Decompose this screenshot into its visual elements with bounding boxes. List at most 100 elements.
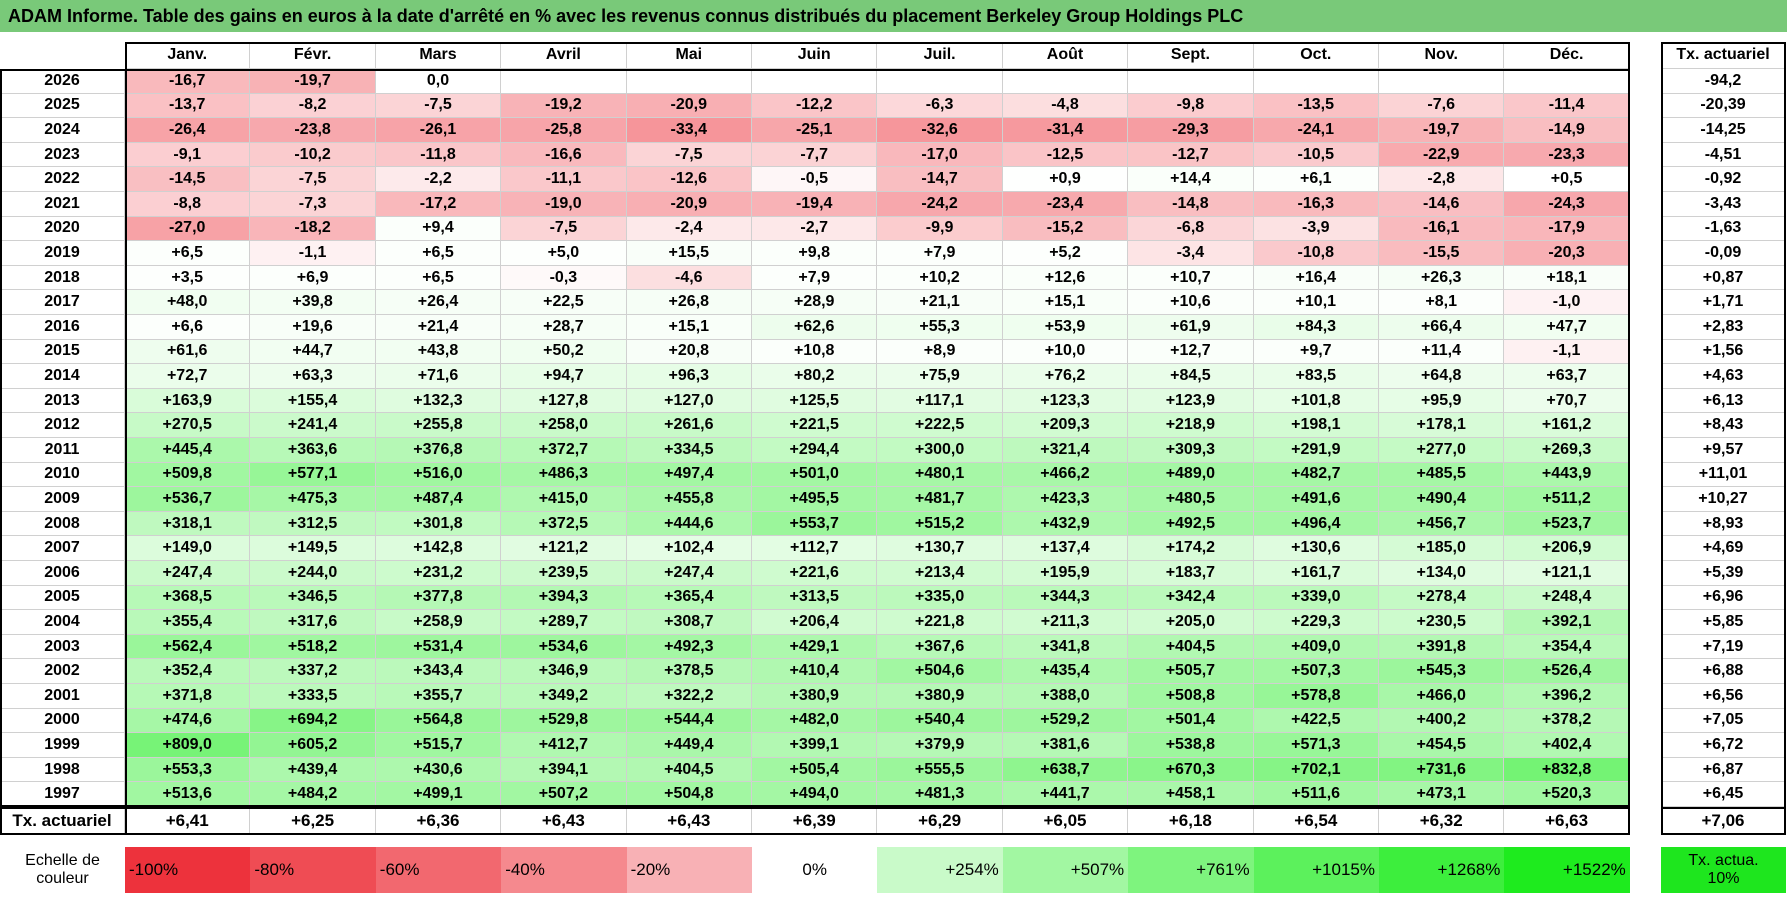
column-header: Avril [501, 42, 627, 69]
gain-cell: -2,8 [1379, 167, 1505, 192]
legend-label: Echelle de couleur [25, 852, 100, 887]
footer-cell: +6,41 [125, 807, 251, 835]
gain-cell: +301,8 [375, 511, 502, 537]
gain-cell: +300,0 [877, 438, 1003, 463]
gain-cell: +333,5 [250, 684, 376, 709]
gain-cell: +423,3 [1002, 487, 1129, 512]
total-cell: +7,19 [1661, 634, 1786, 660]
gain-cell: +26,8 [626, 290, 752, 315]
gain-cell: -1,0 [1504, 290, 1630, 315]
gain-cell: +258,9 [375, 610, 502, 635]
gain-cell: +66,4 [1379, 315, 1505, 340]
gain-cell: +127,0 [626, 388, 752, 414]
gain-cell: +487,4 [375, 487, 502, 512]
gain-cell: +8,9 [877, 339, 1003, 365]
row-year: 2015 [0, 339, 125, 365]
gain-cell: +355,7 [375, 684, 502, 709]
gain-cell: +515,7 [375, 733, 502, 758]
gain-cell: -7,5 [375, 93, 502, 119]
gain-cell: +20,8 [626, 339, 752, 365]
gain-cell: +44,7 [250, 339, 376, 365]
gain-cell: +174,2 [1128, 536, 1254, 561]
legend-item: -80% [250, 847, 376, 893]
row-year: 2008 [0, 511, 125, 537]
gain-cell: +337,2 [250, 659, 376, 684]
gain-cell: +429,1 [752, 634, 878, 660]
gain-cell: +394,1 [501, 757, 627, 783]
total-cell: +0,87 [1661, 265, 1786, 291]
gain-cell: +404,5 [626, 757, 752, 783]
row-year: 2006 [0, 561, 125, 586]
gain-cell [501, 69, 627, 94]
gain-cell: +571,3 [1253, 733, 1379, 758]
gain-cell: -12,2 [752, 93, 878, 119]
gain-cell: +269,3 [1504, 438, 1630, 463]
column-header: Mars [375, 42, 502, 69]
gain-cell: +64,8 [1379, 364, 1505, 389]
gain-cell: +142,8 [375, 536, 502, 561]
gain-cell: +270,5 [125, 413, 251, 438]
gain-cell: +349,2 [501, 684, 627, 709]
gain-cell: +439,4 [250, 757, 376, 783]
gain-cell: +368,5 [125, 585, 251, 611]
gain-cell: +545,3 [1379, 659, 1505, 684]
gain-cell: -7,5 [626, 142, 752, 168]
total-cell: +4,69 [1661, 536, 1786, 561]
gain-cell: +12,6 [1002, 265, 1129, 291]
gain-cell: -19,2 [501, 93, 627, 119]
gain-cell: +39,8 [250, 290, 376, 315]
gain-cell: -23,8 [250, 118, 376, 143]
gain-cell: +0,9 [1002, 167, 1129, 192]
total-cell: -94,2 [1661, 69, 1786, 94]
gain-cell: +125,5 [752, 388, 878, 414]
legend-item: -20% [626, 847, 752, 893]
gain-cell: -15,5 [1379, 241, 1505, 266]
gain-cell: -24,1 [1253, 118, 1379, 143]
legend-item: +1268% [1379, 847, 1505, 893]
gain-cell: +432,9 [1002, 511, 1129, 537]
gain-cell: +18,1 [1504, 265, 1630, 291]
gain-cell: -1,1 [250, 241, 376, 266]
gain-cell: -0,3 [501, 265, 627, 291]
gain-cell: +308,7 [626, 610, 752, 635]
gain-cell: +346,9 [501, 659, 627, 684]
gain-cell: +61,6 [125, 339, 251, 365]
gain-cell: +63,7 [1504, 364, 1630, 389]
gain-cell: +206,4 [752, 610, 878, 635]
row-year: 2010 [0, 462, 125, 488]
total-cell: +6,56 [1661, 684, 1786, 709]
gain-cell: +380,9 [752, 684, 878, 709]
gain-cell: +507,2 [501, 782, 627, 807]
gain-cell: +16,4 [1253, 265, 1379, 291]
gain-cell: +352,4 [125, 659, 251, 684]
gain-cell: +335,0 [877, 585, 1003, 611]
footer-cell: +6,18 [1128, 807, 1254, 835]
gain-cell: +513,6 [125, 782, 251, 807]
footer-total: +7,06 [1661, 807, 1786, 835]
gain-cell: +7,9 [877, 241, 1003, 266]
total-cell: +5,85 [1661, 610, 1786, 635]
gain-cell: +456,7 [1379, 511, 1505, 537]
legend-item: -60% [375, 847, 502, 893]
row-year: 2013 [0, 388, 125, 414]
row-year: 2011 [0, 438, 125, 463]
gain-cell: +101,8 [1253, 388, 1379, 414]
gain-cell: +499,1 [375, 782, 502, 807]
gain-cell: +247,4 [125, 561, 251, 586]
gain-cell: +378,5 [626, 659, 752, 684]
gain-cell: +396,2 [1504, 684, 1630, 709]
gain-cell: +14,4 [1128, 167, 1254, 192]
gain-cell: -0,5 [752, 167, 878, 192]
gain-cell: -16,3 [1253, 192, 1379, 217]
gain-cell: -26,1 [375, 118, 502, 143]
gain-cell: +466,0 [1379, 684, 1505, 709]
gain-cell: +289,7 [501, 610, 627, 635]
gain-cell: +231,2 [375, 561, 502, 586]
gain-cell: +832,8 [1504, 757, 1630, 783]
gain-cell: +258,0 [501, 413, 627, 438]
gain-cell: +538,8 [1128, 733, 1254, 758]
gain-cell: +261,6 [626, 413, 752, 438]
gain-cell: +6,5 [375, 241, 502, 266]
gain-cell: +474,6 [125, 708, 251, 734]
gain-cell: 0,0 [375, 69, 502, 94]
